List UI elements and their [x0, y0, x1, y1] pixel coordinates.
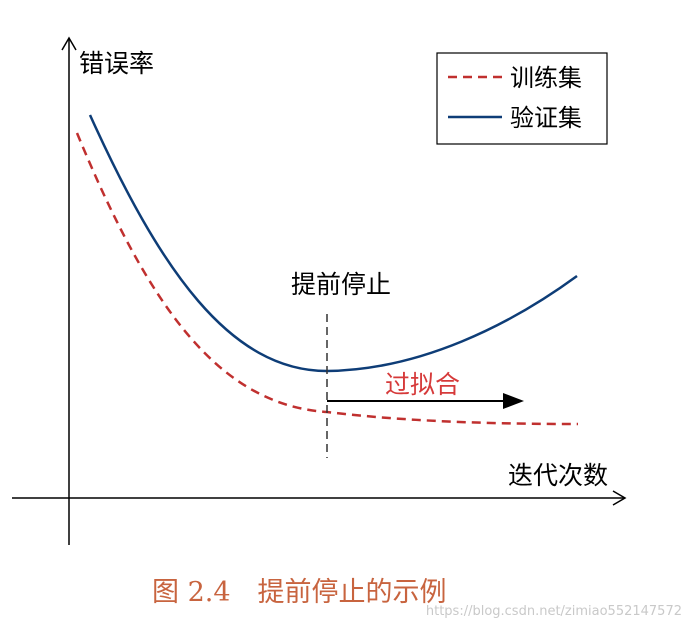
training-curve [75, 132, 579, 426]
x-axis-label: 迭代次数 [508, 461, 608, 490]
figure-caption: 图 2.4 提前停止的示例 [152, 577, 447, 608]
early-stop-label: 提前停止 [291, 270, 391, 299]
legend: 训练集 验证集 [436, 52, 608, 145]
y-axis-label: 错误率 [79, 49, 154, 78]
overfit-label: 过拟合 [385, 370, 460, 399]
arrowhead-right-icon [612, 490, 627, 506]
legend-box [436, 52, 608, 145]
legend-train-label: 训练集 [510, 64, 582, 92]
filled-arrowhead-right-icon [503, 393, 524, 409]
legend-val-label: 验证集 [510, 104, 582, 132]
arrowhead-up-icon [61, 36, 77, 51]
validation-curve [88, 114, 578, 373]
watermark: https://blog.csdn.net/zimiao552147572 [426, 604, 682, 619]
